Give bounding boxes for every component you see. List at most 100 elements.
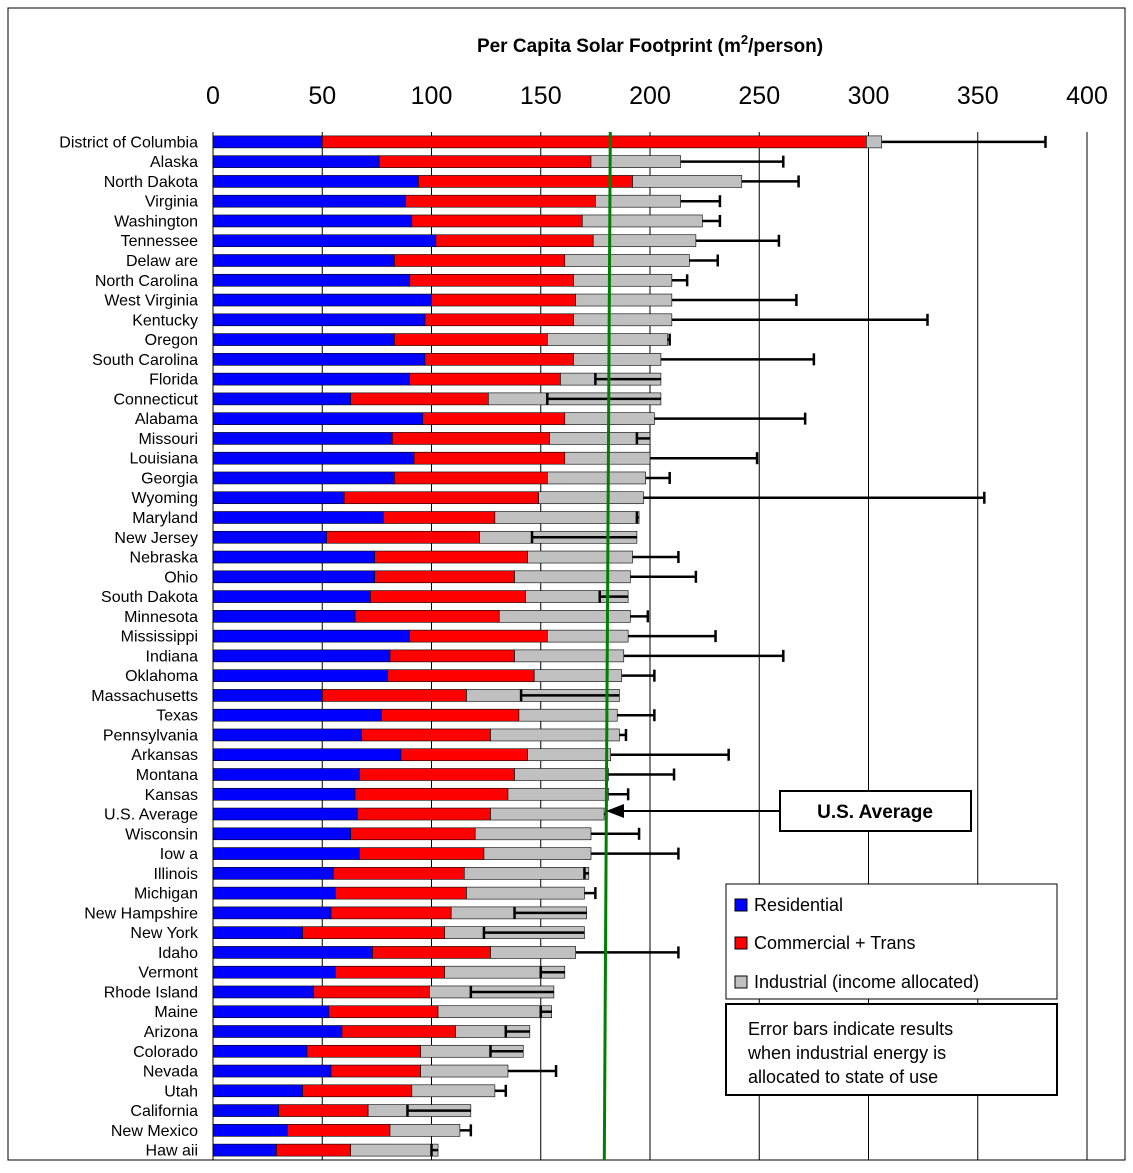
category-label: South Dakota — [101, 589, 198, 606]
bar-segment — [359, 769, 514, 781]
x-tick-label: 200 — [629, 82, 671, 110]
bar-segment — [375, 551, 528, 563]
bar-segment — [438, 1006, 552, 1018]
category-label: Iow a — [160, 846, 198, 863]
x-tick-label: 400 — [1066, 82, 1108, 110]
bar-segment — [351, 1144, 438, 1156]
legend-label-commercial: Commercial + Trans — [754, 933, 916, 953]
bar-segment — [213, 1105, 279, 1117]
category-label: Oregon — [145, 332, 198, 349]
bar-segment — [499, 610, 630, 622]
category-label: Florida — [149, 372, 198, 389]
bar-segment — [213, 729, 362, 741]
bar-segment — [359, 848, 484, 860]
category-label: Mississippi — [121, 629, 198, 646]
bar-segment — [375, 571, 515, 583]
bar-segment — [329, 1006, 438, 1018]
bar-segment — [357, 808, 490, 820]
category-label: Delaw are — [126, 253, 198, 270]
bar-segment — [213, 512, 383, 524]
category-label: Maryland — [132, 510, 198, 527]
bar-segment — [344, 492, 538, 504]
bar-segment — [381, 709, 519, 721]
category-label: Arkansas — [131, 747, 198, 764]
bar-segment — [213, 591, 370, 603]
legend-swatch-industrial — [735, 976, 747, 988]
bar-segment — [484, 848, 591, 860]
bar-segment — [466, 887, 584, 899]
bar-segment — [401, 749, 528, 761]
bar-segment — [213, 1144, 276, 1156]
bar-segment — [213, 808, 357, 820]
callout-label: U.S. Average — [817, 802, 933, 823]
category-label: Haw aii — [146, 1143, 198, 1160]
category-label: Kentucky — [132, 312, 198, 329]
bar-segment — [574, 274, 672, 286]
bar-segment — [213, 294, 432, 306]
bar-segment — [373, 946, 491, 958]
legend-swatch-residential — [735, 899, 747, 911]
bar-segment — [279, 1105, 369, 1117]
bar-segment — [213, 373, 410, 385]
bar-segment — [528, 749, 611, 761]
bar-segment — [355, 610, 499, 622]
bar-segment — [213, 1085, 303, 1097]
bar-segment — [322, 136, 866, 148]
bar-segment — [410, 373, 561, 385]
bar-segment — [331, 907, 451, 919]
category-label: Arizona — [144, 1024, 198, 1041]
bar-segment — [464, 867, 589, 879]
bar-segment — [213, 749, 401, 761]
bar-segment — [213, 136, 322, 148]
bar-segment — [425, 353, 574, 365]
category-label: Wisconsin — [125, 826, 198, 843]
bar-segment — [335, 966, 444, 978]
bar-segment — [547, 334, 667, 346]
bar-segment — [508, 788, 609, 800]
bar-segment — [213, 334, 394, 346]
x-tick-label: 0 — [206, 82, 220, 110]
bar-segment — [213, 432, 392, 444]
bar-segment — [213, 927, 303, 939]
bar-segment — [495, 512, 639, 524]
category-label: Virginia — [145, 194, 198, 211]
bar-segment — [490, 729, 619, 741]
bar-segment — [213, 274, 410, 286]
bar-segment — [351, 393, 489, 405]
bar-segment — [213, 156, 379, 168]
bar-segment — [213, 551, 375, 563]
bar-segment — [213, 492, 344, 504]
x-tick-label: 150 — [520, 82, 562, 110]
bar-segment — [423, 413, 565, 425]
category-label: U.S. Average — [104, 807, 198, 824]
bar-segment — [418, 175, 632, 187]
category-label: New Jersey — [114, 530, 198, 547]
bar-segment — [547, 472, 645, 484]
bar-segment — [213, 630, 410, 642]
bar-segment — [331, 1065, 421, 1077]
bar-segment — [213, 907, 331, 919]
bar-segment — [213, 353, 425, 365]
bar-segment — [633, 175, 742, 187]
category-label: Nevada — [143, 1064, 198, 1081]
category-label: Oklahoma — [125, 668, 198, 685]
bar-segment — [362, 729, 491, 741]
bar-segment — [213, 848, 359, 860]
bar-segment — [213, 1006, 329, 1018]
bar-segment — [490, 946, 575, 958]
category-label: Minnesota — [124, 609, 198, 626]
category-label: Louisiana — [130, 451, 199, 468]
bar-segment — [528, 551, 633, 563]
bar-segment — [425, 314, 574, 326]
bar-segment — [490, 808, 604, 820]
bar-segment — [591, 156, 681, 168]
chart-title-end: /person) — [748, 36, 823, 57]
bar-segment — [515, 769, 609, 781]
bar-segment — [342, 1026, 456, 1038]
category-label: Tennessee — [121, 233, 198, 250]
bar-segment — [412, 1085, 495, 1097]
bar-segment — [213, 531, 327, 543]
bar-segment — [333, 867, 464, 879]
category-label: New York — [130, 925, 199, 942]
